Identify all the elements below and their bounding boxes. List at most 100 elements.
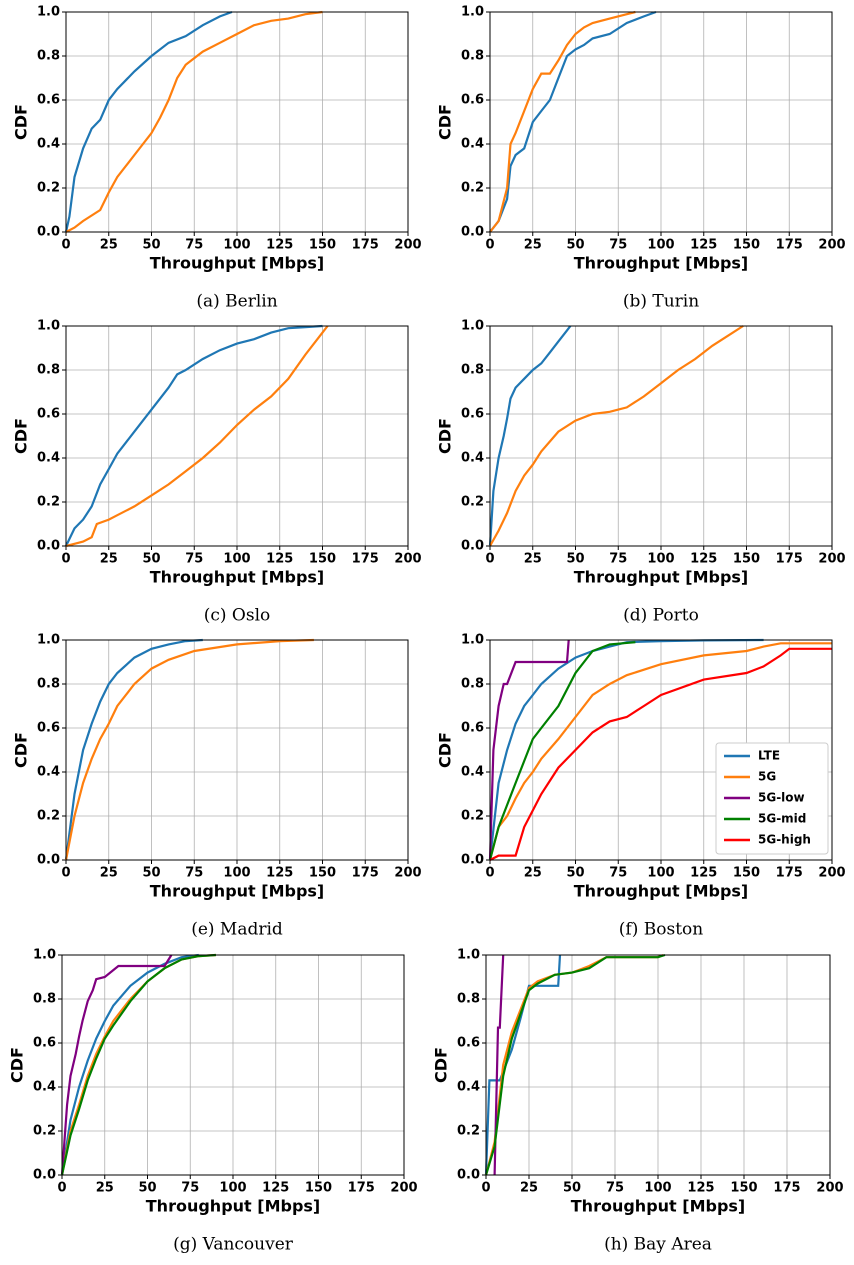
x-axis-label: Throughput [Mbps]: [150, 882, 324, 901]
caption: (a) Berlin: [196, 292, 277, 312]
x-tick-label: 25: [524, 552, 542, 567]
caption: (h) Bay Area: [604, 1235, 712, 1255]
x-tick-label: 100: [647, 238, 674, 253]
panel: 0.0 0.2 0.4 0.6 0.8 1.0 0 25 50 75 100 125 150 175 200…: [12, 633, 422, 940]
x-axis-label: Throughput [Mbps]: [150, 254, 324, 273]
caption: (b) Turin: [623, 292, 699, 312]
panel: 0.0 0.2 0.4 0.6 0.8 1.0 0 25 50 75 100 125 150 175 200…: [436, 633, 846, 940]
x-tick-label: 200: [818, 552, 845, 567]
x-tick-label: 175: [352, 552, 379, 567]
y-tick-label: 1.0: [461, 633, 484, 648]
y-tick-label: 1.0: [37, 633, 60, 648]
x-tick-label: 0: [61, 238, 70, 253]
x-tick-label: 150: [733, 552, 760, 567]
x-axis-label: Throughput [Mbps]: [574, 254, 748, 273]
plot-frame: [489, 11, 833, 233]
x-tick-label: 200: [394, 866, 421, 881]
x-tick-label: 0: [485, 552, 494, 567]
caption: (f) Boston: [619, 920, 703, 940]
x-tick-label: 75: [181, 1181, 199, 1196]
y-tick-label: 0.6: [37, 721, 60, 736]
y-tick-label: 0.6: [37, 93, 60, 108]
y-axis-label: CDF: [8, 1047, 27, 1083]
y-tick-label: 0.0: [461, 539, 484, 554]
x-tick-label: 50: [138, 1181, 156, 1196]
x-tick-label: 150: [309, 866, 336, 881]
y-axis-label: CDF: [436, 104, 455, 140]
x-tick-label: 125: [266, 238, 293, 253]
legend-label: 5G-low: [758, 791, 805, 805]
y-tick-label: 0.2: [461, 809, 484, 824]
x-tick-label: 25: [100, 866, 118, 881]
cdf-line: [65, 10, 323, 233]
cdf-line: [493, 954, 505, 1176]
y-tick-label: 0.4: [37, 137, 60, 152]
x-axis-label: Throughput [Mbps]: [146, 1197, 320, 1216]
x-tick-label: 0: [61, 552, 70, 567]
cdf-line: [488, 638, 764, 861]
cdf-line: [489, 10, 636, 233]
y-tick-label: 0.0: [37, 539, 60, 554]
x-tick-label: 150: [305, 1181, 332, 1196]
x-tick-label: 125: [687, 1181, 714, 1196]
cdf-line: [484, 954, 562, 1176]
y-tick-label: 0.0: [457, 1168, 480, 1183]
plot-frame: [65, 325, 409, 547]
y-tick-label: 0.6: [461, 721, 484, 736]
cdf-line: [489, 325, 744, 547]
x-tick-label: 175: [773, 1181, 800, 1196]
x-tick-label: 100: [223, 238, 250, 253]
legend-label: 5G: [758, 770, 776, 784]
y-tick-label: 0.2: [461, 495, 484, 510]
cdf-line: [488, 639, 570, 861]
y-tick-label: 1.0: [457, 948, 480, 963]
cdf-line: [64, 638, 203, 861]
y-tick-label: 0.0: [461, 225, 484, 240]
y-tick-label: 1.0: [37, 319, 60, 334]
plot-frame: [61, 954, 405, 1176]
y-tick-label: 0.4: [37, 451, 60, 466]
x-tick-label: 25: [520, 1181, 538, 1196]
x-tick-label: 125: [690, 552, 717, 567]
y-tick-label: 0.0: [33, 1168, 56, 1183]
x-tick-label: 100: [223, 866, 250, 881]
cdf-line: [60, 953, 199, 1176]
panel: 0.0 0.2 0.4 0.6 0.8 1.0 0 25 50 75 100 125 150 175 200…: [436, 5, 846, 312]
x-tick-label: 175: [776, 238, 803, 253]
x-axis-label: Throughput [Mbps]: [574, 568, 748, 587]
x-tick-label: 200: [394, 238, 421, 253]
x-tick-label: 25: [524, 866, 542, 881]
plot-frame: [489, 639, 833, 861]
cdf-line: [489, 10, 657, 233]
x-tick-label: 200: [818, 866, 845, 881]
plot-frame: [65, 639, 409, 861]
x-tick-label: 150: [733, 238, 760, 253]
y-axis-label: CDF: [432, 1047, 451, 1083]
x-axis-label: Throughput [Mbps]: [150, 568, 324, 587]
caption: (e) Madrid: [191, 920, 283, 940]
y-tick-label: 0.4: [461, 137, 484, 152]
y-tick-label: 0.6: [37, 407, 60, 422]
y-tick-label: 0.4: [37, 765, 60, 780]
y-tick-label: 0.6: [457, 1036, 480, 1051]
x-tick-label: 150: [733, 866, 760, 881]
panel: 0.0 0.2 0.4 0.6 0.8 1.0 0 25 50 75 100 125 150 175 200…: [436, 319, 846, 626]
x-tick-label: 75: [606, 1181, 624, 1196]
y-tick-label: 1.0: [33, 948, 56, 963]
panel: 0.0 0.2 0.4 0.6 0.8 1.0 0 25 50 75 100 125 150 175 200…: [8, 948, 418, 1255]
y-tick-label: 1.0: [461, 5, 484, 20]
cdf-line: [60, 953, 216, 1176]
caption: (c) Oslo: [204, 606, 271, 626]
x-tick-label: 175: [352, 238, 379, 253]
y-axis-label: CDF: [12, 732, 31, 768]
x-tick-label: 100: [223, 552, 250, 567]
caption: (g) Vancouver: [173, 1235, 294, 1255]
y-tick-label: 0.4: [457, 1080, 480, 1095]
x-tick-label: 25: [96, 1181, 114, 1196]
y-tick-label: 0.8: [37, 677, 60, 692]
x-tick-label: 100: [647, 552, 674, 567]
cdf-line: [60, 953, 216, 1176]
x-tick-label: 200: [816, 1181, 843, 1196]
x-tick-label: 175: [352, 866, 379, 881]
